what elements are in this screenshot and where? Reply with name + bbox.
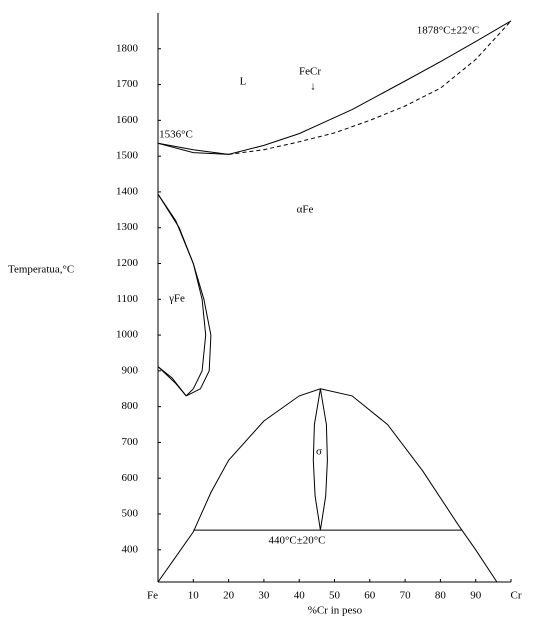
annotation: L <box>240 76 247 88</box>
x-tick-label: 30 <box>258 590 270 602</box>
phase-boundary <box>157 142 229 155</box>
y-tick-label: 500 <box>122 508 139 520</box>
x-tick-label: 90 <box>470 590 482 602</box>
y-tick-label: 600 <box>122 472 139 484</box>
phase-boundary <box>157 366 187 397</box>
y-tick-label: 1200 <box>116 257 139 269</box>
phase-boundary <box>157 388 498 583</box>
x-tick-label: 70 <box>400 590 412 602</box>
annotation: 440°C±20°C <box>268 535 325 547</box>
phase-boundary <box>157 20 512 155</box>
annotation: FeCr <box>299 66 321 78</box>
annotation: σ <box>316 446 322 458</box>
y-tick-label: 1700 <box>116 78 139 90</box>
y-tick-label: 1000 <box>116 329 139 341</box>
x-axis-label: %Cr in peso <box>308 605 363 617</box>
y-tick-label: 900 <box>122 364 139 376</box>
y-tick-label: 400 <box>122 543 139 555</box>
y-tick-label: 1800 <box>116 42 139 54</box>
y-tick-label: 700 <box>122 436 139 448</box>
annotation: 1878°C±22°C <box>417 25 480 37</box>
x-tick-label: 40 <box>294 590 306 602</box>
x-tick-label: 50 <box>329 590 341 602</box>
y-tick-label: 1500 <box>116 150 139 162</box>
y-tick-label: 1100 <box>116 293 138 305</box>
annotation: ↓ <box>310 81 316 93</box>
y-tick-label: 1300 <box>116 221 139 233</box>
phase-boundary <box>228 20 512 155</box>
x-tick-label: Fe <box>147 590 158 602</box>
y-axis-label: Temperatua,°C <box>8 264 74 276</box>
phase-boundary <box>319 388 328 531</box>
y-tick-label: 1600 <box>116 114 139 126</box>
x-tick-label: 60 <box>364 590 376 602</box>
x-tick-label: 80 <box>435 590 447 602</box>
x-tick-label: 20 <box>223 590 235 602</box>
phase-boundary <box>157 193 207 397</box>
annotation: αFe <box>297 204 314 216</box>
annotation: γFe <box>168 293 185 305</box>
annotation: 1536°C <box>159 129 193 141</box>
phase-boundary <box>312 388 321 531</box>
y-tick-label: 800 <box>122 400 139 412</box>
y-tick-label: 1400 <box>116 185 139 197</box>
x-tick-label: 10 <box>188 590 200 602</box>
x-tick-label: Cr <box>511 590 522 602</box>
phase-boundary <box>157 193 212 397</box>
